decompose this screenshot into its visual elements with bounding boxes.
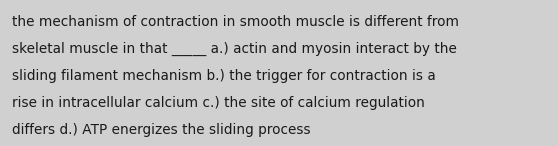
Text: skeletal muscle in that _____ a.) actin and myosin interact by the: skeletal muscle in that _____ a.) actin … bbox=[12, 42, 457, 56]
Text: the mechanism of contraction in smooth muscle is different from: the mechanism of contraction in smooth m… bbox=[12, 15, 459, 29]
Text: rise in intracellular calcium c.) the site of calcium regulation: rise in intracellular calcium c.) the si… bbox=[12, 96, 425, 110]
Text: differs d.) ATP energizes the sliding process: differs d.) ATP energizes the sliding pr… bbox=[12, 123, 311, 137]
Text: sliding filament mechanism b.) the trigger for contraction is a: sliding filament mechanism b.) the trigg… bbox=[12, 69, 436, 83]
